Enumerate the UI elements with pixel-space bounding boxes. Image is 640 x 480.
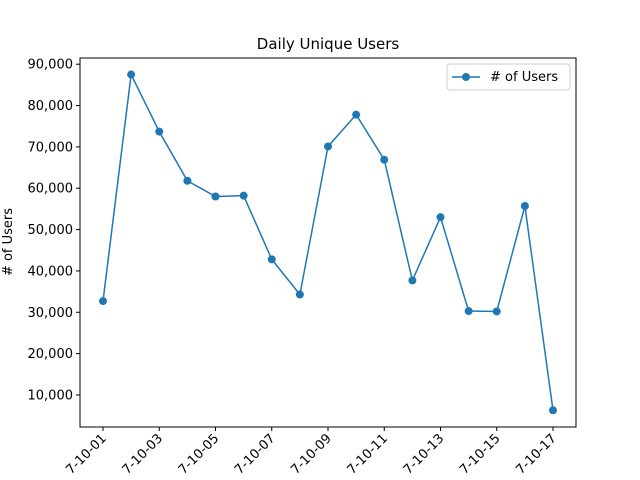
y-tick-label: 90,000 bbox=[28, 58, 74, 73]
x-tick-label: 7-10-15 bbox=[457, 431, 503, 477]
chart-title: Daily Unique Users bbox=[257, 35, 400, 53]
data-point bbox=[267, 255, 276, 264]
plot-area bbox=[99, 70, 557, 415]
data-point bbox=[380, 155, 389, 164]
x-tick-label: 7-10-09 bbox=[288, 431, 334, 477]
x-tick-label: 7-10-13 bbox=[401, 431, 447, 477]
data-point bbox=[352, 110, 361, 119]
data-point bbox=[464, 307, 473, 316]
series-line bbox=[102, 71, 554, 411]
legend-marker-sample bbox=[462, 73, 470, 81]
y-tick-label: 30,000 bbox=[28, 306, 74, 321]
data-point bbox=[520, 202, 529, 211]
legend: # of Users bbox=[446, 63, 571, 91]
data-point bbox=[492, 307, 501, 316]
legend-box bbox=[446, 63, 571, 91]
y-tick-label: 60,000 bbox=[28, 182, 74, 197]
data-point bbox=[155, 127, 164, 136]
y-tick-label: 50,000 bbox=[28, 223, 74, 238]
data-point bbox=[295, 290, 304, 299]
data-point bbox=[324, 142, 332, 151]
x-tick-label: 7-10-11 bbox=[345, 431, 391, 477]
data-point bbox=[549, 406, 557, 415]
x-axis-ticks: 7-10-01 7-10-03 7-10-05 7-10-07 7-10-09 7-10-… bbox=[63, 427, 560, 478]
x-tick-label: 7-10-01 bbox=[63, 431, 109, 477]
y-tick-label: 70,000 bbox=[28, 140, 74, 155]
x-tick-label: 7-10-05 bbox=[176, 431, 222, 477]
data-point bbox=[408, 276, 417, 285]
y-axis-ticks: 10,000 20,000 30,000 40,000 50,000 60,000 70,0… bbox=[28, 58, 80, 403]
y-axis-label: # of Users bbox=[1, 208, 16, 276]
data-point bbox=[211, 192, 220, 201]
y-tick-label: 10,000 bbox=[28, 388, 74, 403]
x-tick-label: 7-10-17 bbox=[513, 431, 559, 477]
data-point bbox=[436, 213, 445, 222]
data-point bbox=[99, 297, 107, 306]
data-point bbox=[239, 191, 248, 200]
data-point bbox=[183, 176, 192, 185]
legend-label: # of Users bbox=[490, 70, 558, 85]
y-tick-label: 20,000 bbox=[28, 347, 74, 362]
x-tick-label: 7-10-07 bbox=[232, 431, 278, 477]
data-point bbox=[127, 70, 136, 79]
y-tick-label: 40,000 bbox=[28, 264, 74, 279]
axes-frame bbox=[79, 57, 577, 428]
y-tick-label: 80,000 bbox=[28, 99, 74, 114]
x-tick-label: 7-10-03 bbox=[120, 431, 166, 477]
